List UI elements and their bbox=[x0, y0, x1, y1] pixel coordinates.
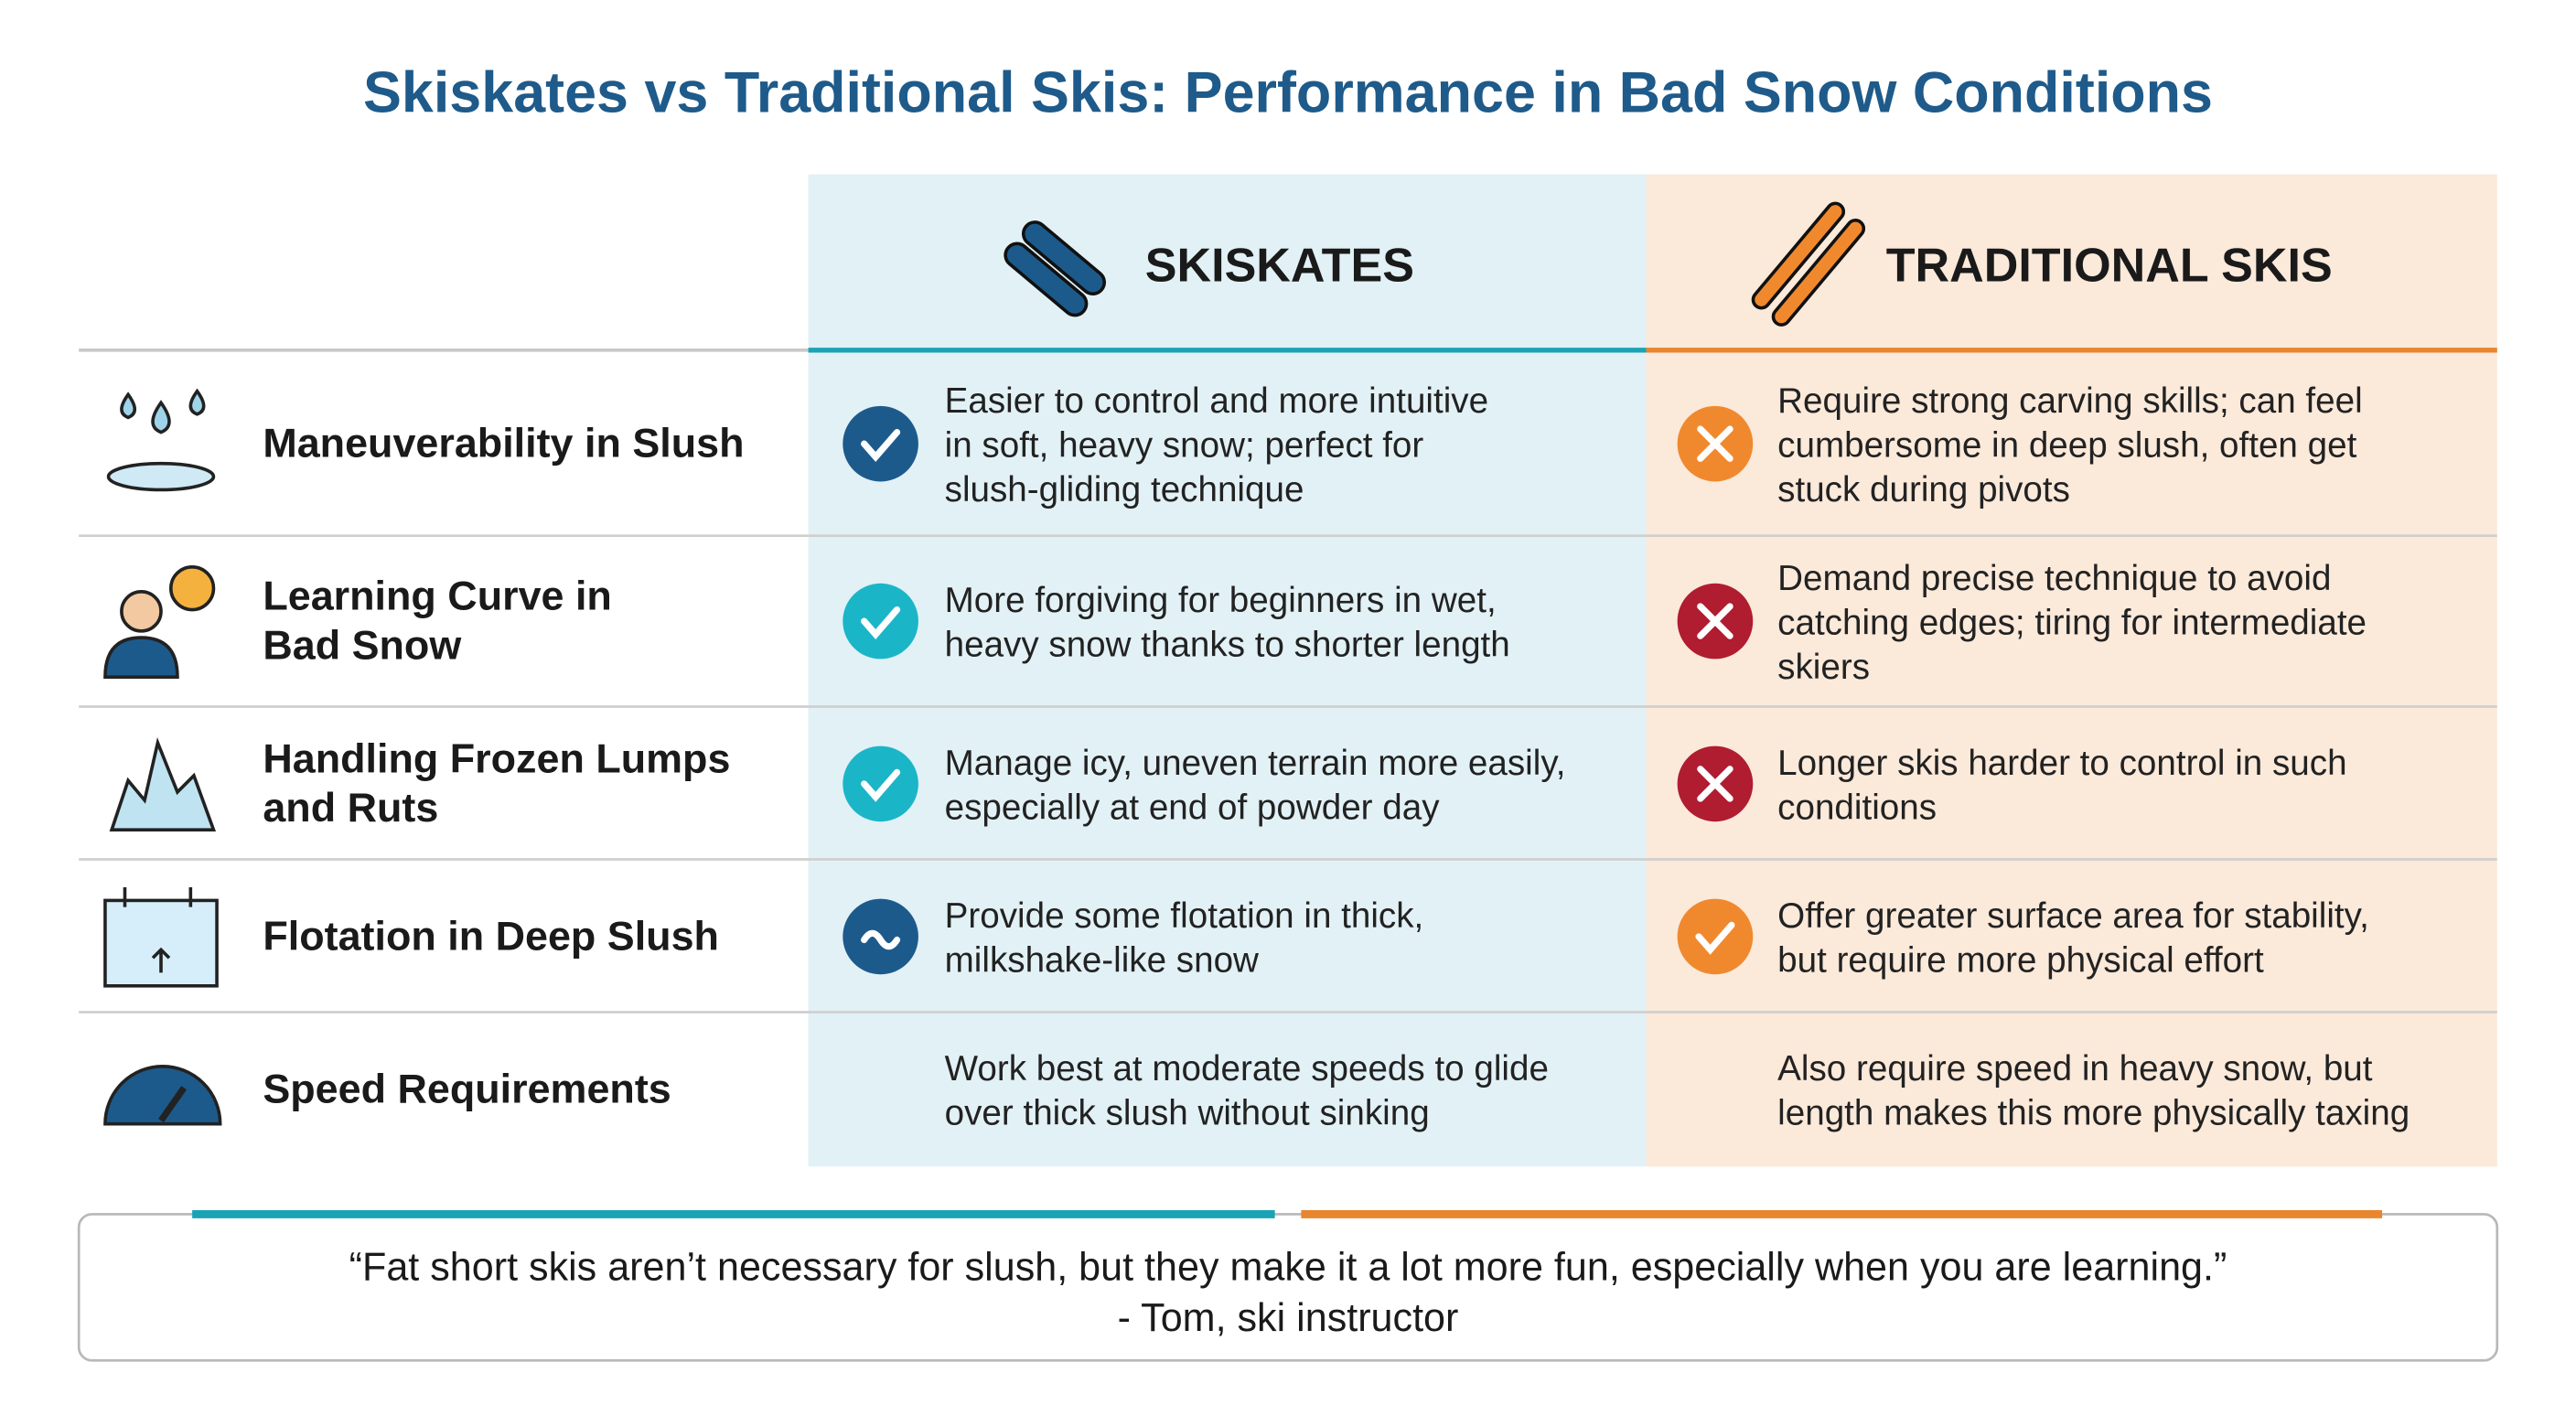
traditional-cell-line: Offer greater surface area for stability… bbox=[1777, 896, 2369, 936]
skiskates-cell-line: in soft, heavy snow; perfect for bbox=[945, 426, 1424, 466]
column-header: SKISKATES bbox=[1145, 239, 1414, 292]
skiskates-cell-line: Manage icy, uneven terrain more easily, bbox=[945, 744, 1566, 783]
traditional-cell-line: Require strong carving skills; can feel bbox=[1777, 381, 2362, 421]
traditional-cell-line: Longer skis harder to control in such bbox=[1777, 744, 2346, 783]
traditional-cell-line: Also require speed in heavy snow, but bbox=[1777, 1049, 2373, 1089]
row-label-line: Learning Curve in bbox=[263, 573, 612, 619]
row-label-line: Handling Frozen Lumps bbox=[263, 735, 730, 781]
status-circle bbox=[1677, 898, 1754, 975]
status-glyph bbox=[861, 428, 901, 462]
skiskates-cell-line: Easier to control and more intuitive bbox=[945, 381, 1488, 421]
skiskates-icon bbox=[1004, 220, 1106, 317]
traditional-cell-line: stuck during pivots bbox=[1777, 470, 2070, 509]
skiskates-cell-line: Work best at moderate speeds to glide bbox=[945, 1049, 1549, 1089]
status-glyph bbox=[1695, 921, 1735, 955]
traditional-cell-line: but require more physical effort bbox=[1777, 941, 2264, 981]
traditional-column bbox=[1646, 174, 2497, 1167]
skiskates-cell: Manage icy, uneven terrain more easily, e… bbox=[945, 744, 1566, 827]
row-label-line: Speed Requirements bbox=[263, 1065, 671, 1111]
status-glyph bbox=[1697, 766, 1733, 802]
status-icon bbox=[1677, 745, 1754, 822]
status-icon bbox=[843, 583, 918, 660]
skiskates-cell-line: More forgiving for beginners in wet, bbox=[945, 581, 1497, 620]
traditional-cell-line: length makes this more physically taxing bbox=[1777, 1094, 2410, 1133]
traditional-cell: Demand precise technique to avoid catchin… bbox=[1777, 559, 2367, 687]
skiskates-cell-line: heavy snow thanks to shorter length bbox=[945, 626, 1510, 665]
row-label: Speed Requirements bbox=[263, 1065, 671, 1111]
traditional-cell-line: skiers bbox=[1777, 648, 1870, 687]
skiskates-cell-line: slush-gliding technique bbox=[945, 470, 1304, 509]
status-glyph bbox=[861, 606, 901, 639]
row-label: Maneuverability in Slush bbox=[263, 420, 744, 467]
traditional-cell-line: catching edges; tiring for intermediate bbox=[1777, 603, 2367, 642]
status-icon bbox=[843, 745, 918, 822]
skiskates-cell: Provide some flotation in thick, milkshak… bbox=[945, 896, 1424, 980]
status-glyph bbox=[861, 768, 901, 802]
table: Maneuverability in Slush Easier to contro… bbox=[79, 381, 2497, 1133]
quote-box bbox=[77, 1213, 2499, 1362]
row-label-line: Bad Snow bbox=[263, 621, 461, 668]
quote-attribution: - Tom, ski instructor bbox=[1118, 1296, 1459, 1340]
row-label: Learning Curve in Bad Snow bbox=[263, 573, 612, 669]
column-header: TRADITIONAL SKIS bbox=[1886, 239, 2333, 292]
row-label-line: Flotation in Deep Slush bbox=[263, 912, 719, 959]
skiskates-cell-line: Provide some flotation in thick, bbox=[945, 896, 1424, 936]
row-label: Flotation in Deep Slush bbox=[263, 912, 719, 959]
traditional-cell: Require strong carving skills; can feel c… bbox=[1777, 381, 2362, 509]
status-glyph bbox=[861, 929, 901, 950]
skiskates-cell: Work best at moderate speeds to glide ove… bbox=[945, 1049, 1549, 1132]
row-label-line: and Ruts bbox=[263, 784, 438, 831]
status-icon bbox=[1677, 583, 1754, 660]
skiskates-column bbox=[808, 174, 1647, 1167]
row-icons bbox=[103, 388, 222, 1126]
skiskates-cell-line: over thick slush without sinking bbox=[945, 1094, 1430, 1133]
traditional-cell: Offer greater surface area for stability… bbox=[1777, 896, 2369, 980]
status-circle bbox=[843, 583, 918, 660]
status-icon bbox=[1677, 898, 1754, 975]
skiskates-cell-line: milkshake-like snow bbox=[945, 941, 1259, 981]
status-glyph bbox=[1697, 603, 1733, 639]
skiskates-cell: More forgiving for beginners in wet, heav… bbox=[945, 581, 1510, 664]
traditional-cell: Also require speed in heavy snow, but len… bbox=[1777, 1049, 2410, 1132]
traditional-cell-line: conditions bbox=[1777, 788, 1937, 828]
title: Skiskates vs Traditional Skis: Performan… bbox=[363, 60, 2213, 124]
skiskates-cell: Easier to control and more intuitive in s… bbox=[945, 381, 1488, 509]
row-label: Handling Frozen Lumps and Ruts bbox=[263, 735, 730, 831]
status-glyph bbox=[1697, 425, 1733, 462]
row-label-line: Maneuverability in Slush bbox=[263, 420, 744, 467]
skiskates-cell-line: especially at end of powder day bbox=[945, 788, 1441, 828]
traditional-cell: Longer skis harder to control in such con… bbox=[1777, 744, 2346, 827]
status-circle bbox=[843, 405, 918, 482]
traditional-icon bbox=[1751, 201, 1866, 327]
status-circle bbox=[843, 745, 918, 822]
status-icon bbox=[1677, 405, 1754, 482]
status-icon bbox=[843, 405, 918, 482]
traditional-cell-line: cumbersome in deep slush, often get bbox=[1777, 426, 2356, 466]
quote-text: “Fat short skis aren’t necessary for slu… bbox=[349, 1245, 2227, 1289]
status-icon bbox=[843, 898, 918, 975]
traditional-cell-line: Demand precise technique to avoid bbox=[1777, 559, 2331, 598]
